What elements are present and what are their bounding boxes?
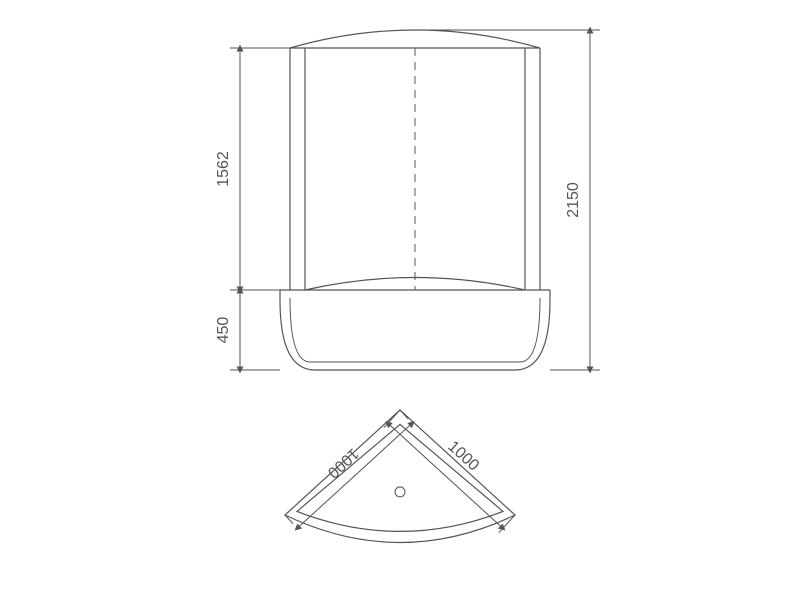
dim-line: [297, 423, 412, 528]
dim-line: [388, 423, 503, 528]
plan-inner: [297, 424, 503, 531]
base-inner: [290, 298, 540, 362]
roof-arc: [290, 30, 540, 48]
drain-icon: [395, 487, 405, 497]
dim-side-a: 1000: [324, 445, 362, 482]
plan-outer: [285, 410, 515, 543]
ext-line: [499, 515, 515, 533]
dim-base-height: 450: [215, 317, 232, 344]
base-outline: [280, 290, 550, 370]
ext-line: [384, 410, 400, 428]
dim-door-height: 1562: [215, 151, 232, 187]
dim-total-height: 2150: [565, 182, 582, 218]
ext-line: [400, 410, 408, 419]
